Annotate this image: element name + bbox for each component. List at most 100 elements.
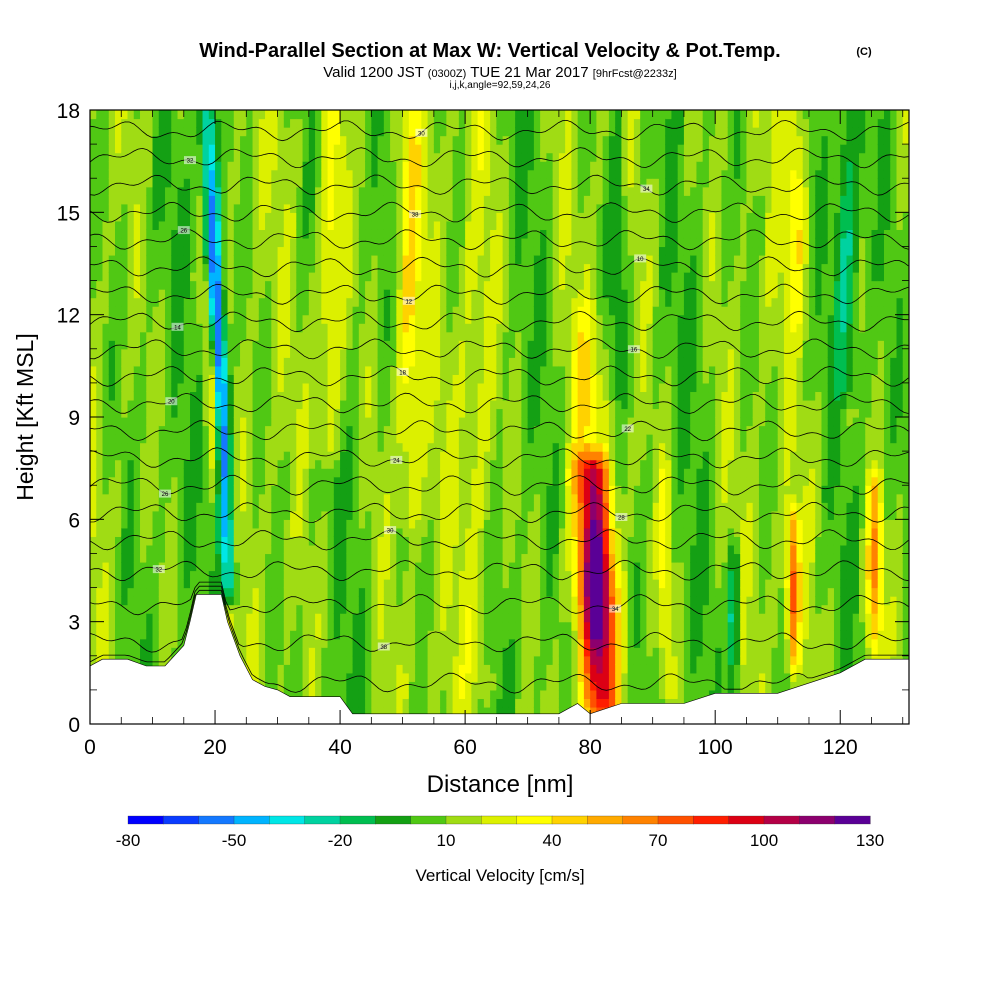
w-cell bbox=[246, 280, 254, 290]
w-cell bbox=[283, 468, 291, 478]
w-cell bbox=[90, 280, 97, 290]
w-cell bbox=[283, 297, 291, 307]
w-cell bbox=[340, 246, 347, 256]
w-cell bbox=[377, 374, 385, 384]
w-cell bbox=[365, 425, 372, 435]
w-cell bbox=[352, 527, 360, 537]
w-cell bbox=[496, 442, 504, 452]
w-cell bbox=[152, 365, 160, 375]
w-cell bbox=[121, 468, 129, 478]
w-cell bbox=[477, 254, 485, 265]
w-cell bbox=[121, 203, 129, 213]
w-cell bbox=[483, 510, 491, 520]
w-cell bbox=[446, 630, 454, 640]
w-cell bbox=[227, 229, 235, 239]
w-cell bbox=[427, 664, 435, 674]
w-cell bbox=[515, 382, 522, 393]
w-cell bbox=[96, 348, 104, 358]
w-cell bbox=[271, 135, 279, 145]
w-cell bbox=[302, 391, 310, 401]
w-cell bbox=[515, 451, 522, 461]
w-cell bbox=[452, 417, 460, 427]
w-cell bbox=[246, 536, 254, 546]
w-cell bbox=[140, 169, 147, 179]
w-cell bbox=[390, 672, 397, 682]
w-cell bbox=[308, 280, 316, 290]
w-cell bbox=[508, 246, 516, 256]
w-cell bbox=[296, 263, 304, 273]
w-cell bbox=[90, 289, 97, 299]
w-cell bbox=[402, 314, 410, 324]
w-cell bbox=[421, 289, 429, 299]
w-cell bbox=[240, 229, 247, 239]
w-cell bbox=[490, 425, 497, 435]
w-cell bbox=[340, 391, 347, 401]
w-cell bbox=[183, 544, 191, 555]
w-cell bbox=[371, 476, 379, 486]
w-cell bbox=[415, 110, 422, 120]
w-cell bbox=[390, 493, 397, 503]
w-cell bbox=[446, 596, 454, 606]
w-cell bbox=[483, 485, 491, 495]
w-cell bbox=[452, 630, 460, 640]
w-cell bbox=[415, 536, 422, 546]
w-cell bbox=[271, 169, 279, 179]
w-cell bbox=[383, 110, 391, 120]
w-cell bbox=[177, 144, 185, 154]
w-cell bbox=[277, 468, 285, 478]
w-cell bbox=[146, 596, 154, 606]
w-cell bbox=[196, 263, 204, 273]
w-cell bbox=[502, 604, 510, 614]
w-cell bbox=[146, 655, 154, 665]
w-cell bbox=[452, 374, 460, 384]
w-cell bbox=[452, 263, 460, 273]
w-cell bbox=[171, 596, 179, 606]
w-cell bbox=[321, 340, 329, 350]
w-cell bbox=[146, 280, 154, 290]
w-cell bbox=[121, 169, 129, 179]
w-cell bbox=[271, 561, 279, 572]
w-cell bbox=[171, 544, 179, 555]
w-cell bbox=[127, 203, 135, 213]
w-cell bbox=[246, 544, 254, 555]
w-cell bbox=[502, 630, 510, 640]
w-cell bbox=[308, 613, 316, 623]
w-cell bbox=[271, 519, 279, 529]
w-cell bbox=[390, 135, 397, 145]
w-cell bbox=[258, 399, 266, 410]
w-cell bbox=[446, 280, 454, 290]
w-cell bbox=[452, 544, 460, 555]
w-cell bbox=[333, 263, 341, 273]
w-cell bbox=[308, 527, 316, 537]
w-cell bbox=[115, 280, 122, 290]
w-cell bbox=[290, 655, 297, 665]
w-cell bbox=[202, 212, 210, 222]
w-cell bbox=[115, 587, 122, 597]
w-cell bbox=[383, 519, 391, 529]
w-cell bbox=[496, 459, 504, 469]
w-cell bbox=[152, 127, 160, 137]
w-cell bbox=[233, 306, 241, 316]
w-cell bbox=[190, 357, 197, 367]
w-cell bbox=[215, 340, 222, 350]
w-cell bbox=[471, 195, 479, 205]
w-cell bbox=[427, 459, 435, 469]
w-cell bbox=[502, 220, 510, 230]
w-cell bbox=[146, 331, 154, 341]
w-cell bbox=[502, 246, 510, 256]
w-cell bbox=[158, 570, 166, 580]
w-cell bbox=[352, 408, 360, 418]
w-cell bbox=[108, 348, 116, 358]
w-cell bbox=[496, 502, 504, 512]
w-cell bbox=[165, 323, 172, 333]
w-cell bbox=[471, 203, 479, 213]
w-cell bbox=[365, 587, 372, 597]
w-cell bbox=[221, 502, 229, 512]
w-cell bbox=[458, 289, 466, 299]
w-cell bbox=[371, 459, 379, 469]
w-cell bbox=[265, 152, 272, 162]
w-cell bbox=[246, 417, 254, 427]
w-cell bbox=[227, 399, 235, 410]
w-cell bbox=[496, 621, 504, 631]
w-cell bbox=[508, 272, 516, 282]
